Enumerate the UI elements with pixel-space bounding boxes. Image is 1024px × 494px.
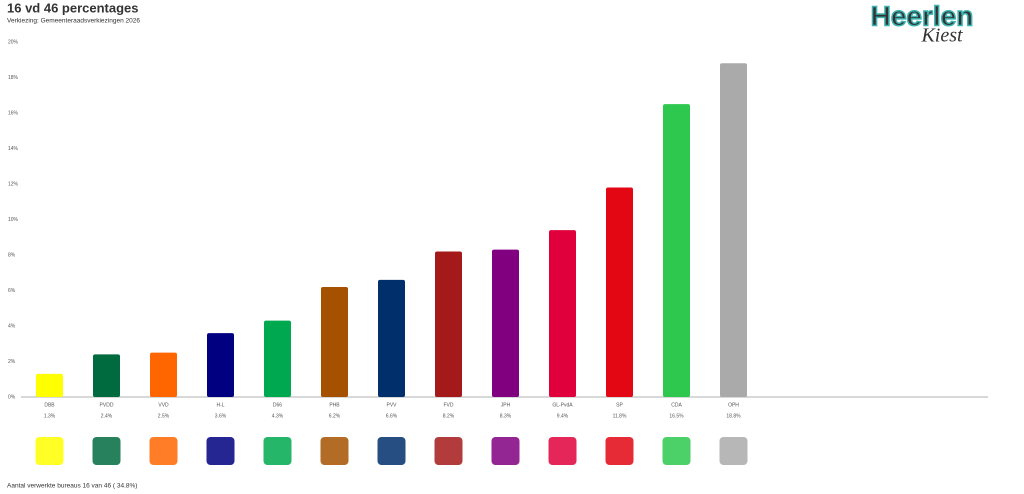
party-logo (548, 437, 577, 465)
party-logo (206, 437, 235, 465)
x-tick-label: PVDD (100, 402, 114, 408)
party-logo (35, 437, 64, 465)
x-tick-label: PVV (386, 402, 397, 408)
value-label: 8.2% (443, 413, 455, 419)
x-tick-label: VVD (158, 402, 169, 408)
party-logo (605, 437, 634, 465)
bar (663, 104, 690, 397)
bar (93, 354, 120, 397)
value-label: 16.5% (669, 413, 684, 419)
bar (492, 249, 519, 397)
y-tick-label: 10% (8, 217, 19, 223)
y-tick-label: 16% (8, 110, 19, 116)
party-logo (434, 437, 463, 465)
footer: Aantal verwerkte bureaus 16 van 46 ( 34.… (7, 483, 137, 490)
bar (207, 333, 234, 397)
party-logo (377, 437, 406, 465)
chart-subtitle: Verkiezing: Gemeenteraadsverkiezingen 20… (7, 18, 140, 25)
y-tick-label: 14% (8, 146, 19, 152)
party-logo (662, 437, 691, 465)
logo-name: Heerlen (871, 0, 974, 31)
y-tick-label: 0% (8, 394, 16, 400)
value-label: 6.6% (386, 413, 398, 419)
bar (150, 352, 177, 397)
bar (720, 63, 747, 398)
bar (606, 187, 633, 397)
value-label: 3.6% (215, 413, 227, 419)
x-tick-label: OPH (728, 402, 739, 408)
bar (378, 279, 405, 397)
y-tick-label: 18% (8, 75, 19, 81)
party-logo (149, 437, 178, 465)
y-tick-label: 12% (8, 181, 19, 187)
value-label: 18.8% (726, 413, 741, 419)
bar (321, 286, 348, 397)
x-tick-label: JPH (501, 402, 511, 408)
x-tick-label: H-L (216, 402, 224, 408)
value-label: 8.3% (500, 413, 512, 419)
bar (549, 230, 576, 397)
value-label: 4.3% (272, 413, 284, 419)
logo-tagline: Kiest (920, 25, 963, 47)
value-label: 11.8% (613, 413, 627, 419)
x-tick-label: DBB (44, 402, 55, 408)
y-tick-label: 4% (8, 323, 16, 329)
x-tick-label: SP (616, 402, 623, 408)
x-tick-label: FVD (444, 402, 454, 408)
party-logo (491, 437, 520, 465)
party-logo (719, 437, 748, 465)
bar (264, 320, 291, 397)
y-tick-label: 8% (8, 252, 16, 258)
bar (36, 373, 63, 397)
y-tick-label: 2% (8, 359, 16, 365)
x-tick-label: PHB (329, 402, 340, 408)
party-logo (92, 437, 121, 465)
y-tick-label: 6% (8, 288, 16, 294)
value-label: 2.4% (101, 413, 113, 419)
x-tick-label: CDA (671, 402, 682, 408)
value-label: 6.2% (329, 413, 341, 419)
party-logo (320, 437, 349, 465)
y-tick-label: 20% (8, 39, 19, 45)
value-label: 9.4% (557, 413, 569, 419)
x-tick-label: D66 (273, 402, 282, 408)
chart-title: 16 vd 46 percentages (7, 0, 139, 15)
bar (435, 251, 462, 397)
value-label: 1.3% (44, 413, 56, 419)
value-label: 2.5% (158, 413, 170, 419)
x-tick-label: GL-PvdA (552, 402, 573, 408)
party-logo (263, 437, 292, 465)
